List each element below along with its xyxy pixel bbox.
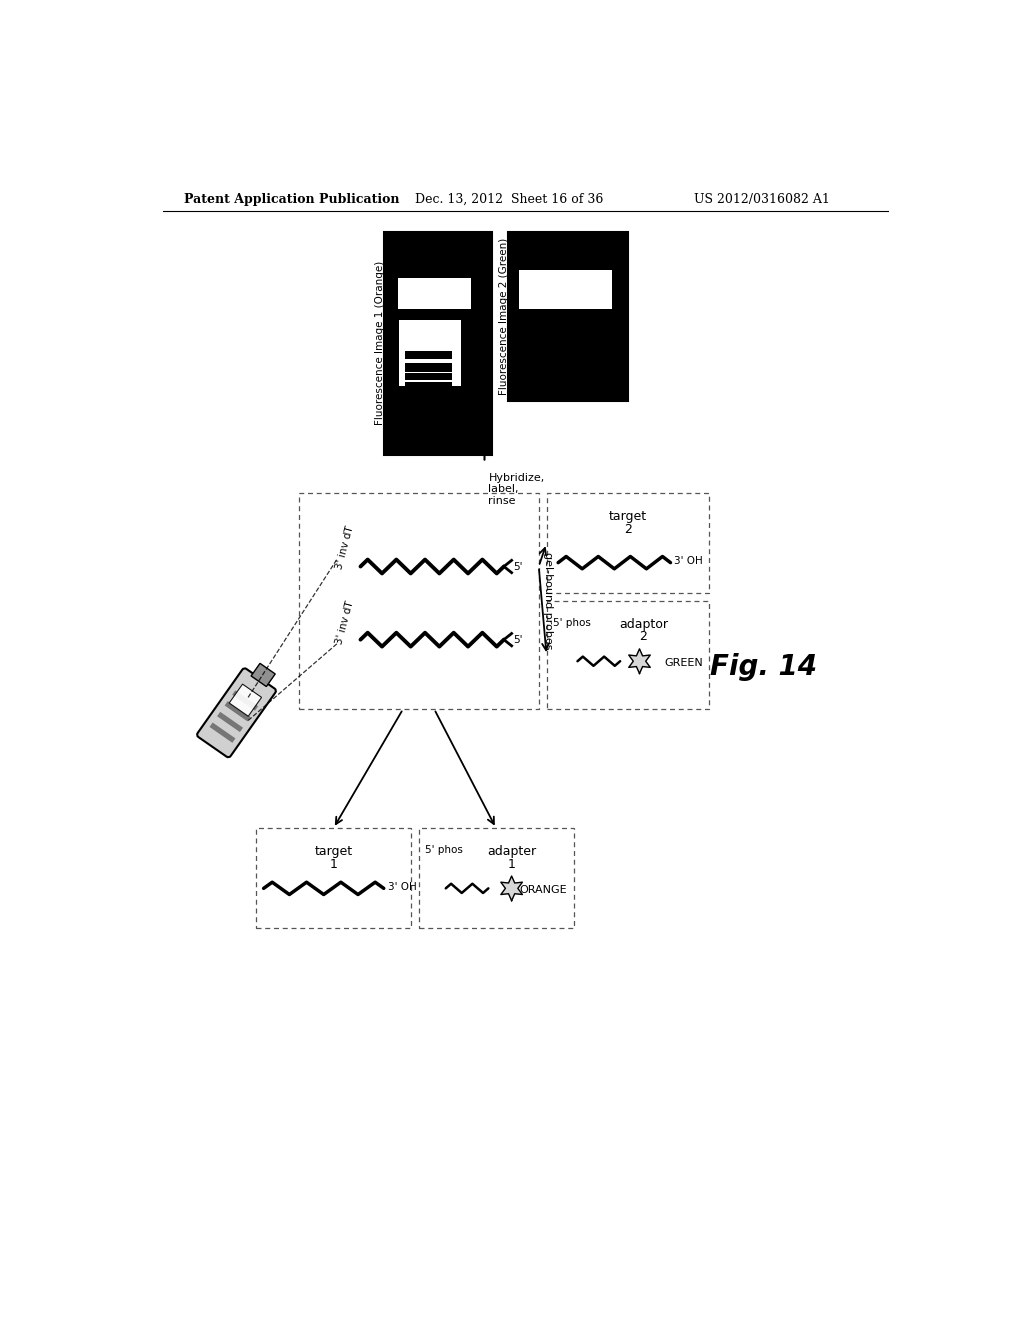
Bar xyxy=(399,321,461,385)
Text: target: target xyxy=(609,511,647,523)
Text: Fluorescence Image 2 (Green): Fluorescence Image 2 (Green) xyxy=(499,238,509,395)
Bar xyxy=(519,271,612,309)
Text: 3' OH: 3' OH xyxy=(388,882,417,892)
Text: 1: 1 xyxy=(330,858,337,871)
Bar xyxy=(406,381,452,388)
Polygon shape xyxy=(501,876,522,900)
Bar xyxy=(384,231,493,455)
Bar xyxy=(217,711,243,733)
Bar xyxy=(397,277,471,309)
Text: GREEN: GREEN xyxy=(665,657,703,668)
Bar xyxy=(508,231,628,401)
Bar xyxy=(419,829,573,928)
Bar xyxy=(256,829,411,928)
Bar xyxy=(406,389,452,395)
Bar xyxy=(210,722,236,743)
Text: Dec. 13, 2012  Sheet 16 of 36: Dec. 13, 2012 Sheet 16 of 36 xyxy=(415,193,603,206)
Text: Patent Application Publication: Patent Application Publication xyxy=(183,193,399,206)
Bar xyxy=(299,494,539,709)
Text: gel-bound probes: gel-bound probes xyxy=(543,552,553,649)
Bar xyxy=(224,701,251,722)
Text: adaptor: adaptor xyxy=(618,618,668,631)
Text: 5': 5' xyxy=(513,561,522,572)
Text: 5' phos: 5' phos xyxy=(425,845,463,855)
Text: 3' inv dT: 3' inv dT xyxy=(335,524,355,570)
Text: Fig. 14: Fig. 14 xyxy=(710,652,817,681)
Bar xyxy=(229,684,261,717)
Bar xyxy=(406,363,452,372)
Text: 2: 2 xyxy=(639,631,647,643)
Polygon shape xyxy=(629,649,650,673)
Bar xyxy=(547,494,710,594)
FancyBboxPatch shape xyxy=(197,668,275,758)
Bar xyxy=(251,664,275,686)
Text: ORANGE: ORANGE xyxy=(520,884,567,895)
Bar xyxy=(547,601,710,709)
Text: 3' OH: 3' OH xyxy=(675,556,703,566)
Text: adapter: adapter xyxy=(487,845,537,858)
Text: Hybridize,
label,
rinse: Hybridize, label, rinse xyxy=(488,473,545,506)
Text: 5' phos: 5' phos xyxy=(553,618,591,628)
Text: Fluorescence Image 1 (Orange): Fluorescence Image 1 (Orange) xyxy=(375,261,385,425)
Text: 3' inv dT: 3' inv dT xyxy=(335,599,355,645)
Bar xyxy=(406,374,452,380)
Text: 1: 1 xyxy=(508,858,515,871)
Bar xyxy=(406,351,452,359)
Bar xyxy=(232,690,258,710)
Text: 5': 5' xyxy=(513,635,522,644)
Text: 2: 2 xyxy=(624,523,632,536)
Text: target: target xyxy=(314,845,352,858)
Text: US 2012/0316082 A1: US 2012/0316082 A1 xyxy=(693,193,829,206)
